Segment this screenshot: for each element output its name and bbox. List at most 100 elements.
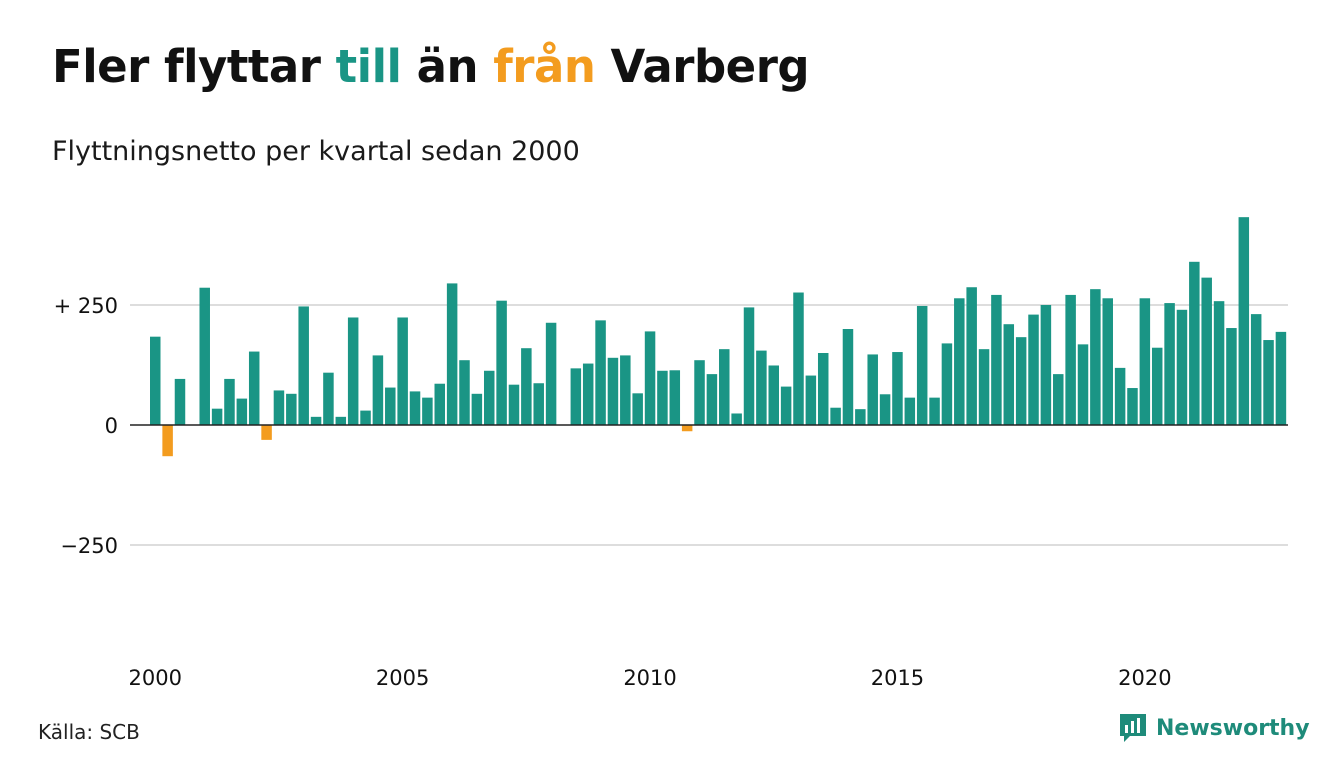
bar: [570, 368, 582, 425]
chart-title: Fler flyttar till än från Varberg: [52, 40, 810, 93]
title-till: till: [335, 40, 402, 93]
bar: [298, 306, 309, 425]
bar: [335, 416, 347, 425]
bar: [261, 425, 272, 440]
bar: [756, 350, 767, 425]
bar: [422, 397, 433, 425]
bar: [842, 329, 854, 425]
bar: [1028, 314, 1039, 425]
bar: [817, 353, 829, 425]
bar: [521, 348, 532, 425]
bar: [545, 322, 557, 425]
bar: [508, 384, 520, 425]
bar: [855, 409, 866, 425]
bar: [471, 393, 483, 425]
bar: [174, 378, 186, 425]
bar: [1201, 277, 1212, 425]
title-part-1: Fler flyttar: [52, 40, 336, 93]
bar: [1226, 328, 1237, 425]
bar: [1275, 331, 1287, 425]
y-axis-labels: + 250 0 −250: [54, 294, 118, 558]
bar: [1176, 309, 1188, 425]
bar: [595, 320, 606, 425]
source-note: Källa: SCB: [38, 720, 140, 744]
newsworthy-logo[interactable]: Newsworthy: [1118, 712, 1310, 744]
y-tick-label: −250: [60, 534, 118, 558]
bar: [657, 370, 668, 425]
bar: [867, 354, 878, 425]
bar: [483, 370, 495, 425]
x-axis-labels: 2000 2005 2010 2015 2020: [129, 666, 1172, 690]
bar: [916, 305, 928, 425]
bar: [372, 355, 384, 425]
y-tick-label: 0: [105, 414, 118, 438]
chart-subtitle: Flyttningsnetto per kvartal sedan 2000: [52, 136, 580, 167]
x-tick-label: 2000: [129, 666, 182, 690]
bar: [1090, 289, 1101, 425]
bar: [632, 393, 643, 425]
bar: [768, 365, 779, 425]
bar: [1114, 367, 1126, 425]
bar: [966, 287, 977, 425]
bar: [793, 292, 804, 425]
bar: [199, 287, 210, 425]
bar: [397, 317, 408, 425]
bar: [459, 360, 470, 425]
x-tick-label: 2005: [376, 666, 429, 690]
bar: [731, 413, 742, 425]
bar: [929, 397, 940, 425]
bar: [669, 370, 681, 425]
bar: [805, 375, 817, 425]
bar: [1238, 217, 1250, 425]
bar: [446, 283, 458, 425]
x-tick-label: 2015: [871, 666, 924, 690]
y-tick-label: + 250: [54, 294, 118, 318]
bar: [1263, 340, 1274, 425]
bar: [1213, 301, 1225, 425]
bar: [360, 410, 371, 425]
bar: [879, 394, 891, 425]
bar: [1102, 298, 1113, 425]
bar: [236, 398, 248, 425]
bar: [830, 407, 841, 425]
bar: [743, 307, 755, 425]
bar: [991, 294, 1002, 425]
bar: [409, 391, 421, 425]
x-tick-label: 2010: [623, 666, 676, 690]
bar: [1003, 324, 1015, 425]
bar: [1189, 261, 1200, 425]
title-part-5: Varberg: [595, 40, 810, 93]
x-tick-label: 2020: [1118, 666, 1171, 690]
bars: [150, 217, 1287, 457]
bar: [892, 352, 903, 425]
bar: [1164, 303, 1175, 425]
bar: [434, 383, 446, 425]
bar: [1151, 347, 1163, 425]
title-fran: från: [493, 40, 596, 93]
bar: [1139, 298, 1151, 425]
bar: [706, 374, 718, 425]
bar: [1040, 305, 1052, 425]
bar: [1250, 314, 1262, 425]
bar: [347, 317, 359, 425]
bar: [607, 357, 619, 425]
bar: [286, 393, 297, 425]
bar: [582, 363, 594, 425]
bar: [323, 372, 334, 425]
bar: [620, 355, 631, 425]
bar: [681, 425, 693, 432]
bar: [162, 425, 173, 457]
bar: [941, 343, 953, 425]
bar: [150, 336, 161, 425]
bar: [1127, 388, 1138, 425]
brand-name: Newsworthy: [1156, 715, 1310, 741]
bar: [533, 383, 544, 425]
bar-chart: + 250 0 −250 2000 2005 2010 2015 2020: [54, 217, 1288, 690]
bar: [273, 390, 285, 425]
title-part-3: än: [401, 40, 494, 93]
bar: [1053, 374, 1064, 425]
bar: [1015, 337, 1027, 425]
bar: [224, 378, 235, 425]
bar: [385, 387, 396, 425]
bar: [719, 349, 730, 425]
